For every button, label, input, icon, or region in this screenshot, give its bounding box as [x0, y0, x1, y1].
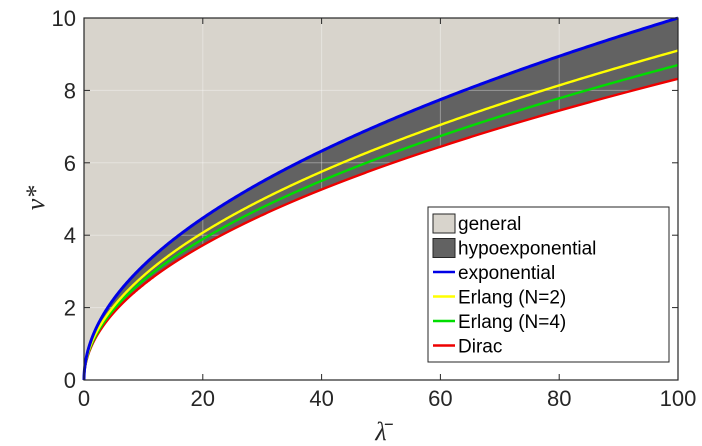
legend-swatch-general — [433, 214, 455, 233]
legend-label-erlang-n-4: Erlang (N=4) — [458, 312, 566, 333]
y-axis-label: v* — [21, 186, 50, 211]
legend-swatch-hypoexponential — [433, 239, 455, 258]
legend: general hypoexponential exponential Erlang … — [428, 207, 669, 362]
x-tick-label: 60 — [428, 386, 452, 411]
x-tick-label: 20 — [191, 386, 215, 411]
y-tick-label: 0 — [64, 368, 76, 393]
legend-label-hypoexponential: hypoexponential — [458, 239, 596, 260]
x-tick-label: 0 — [78, 386, 90, 411]
legend-label-dirac: Dirac — [458, 337, 502, 358]
y-tick-label: 2 — [64, 296, 76, 321]
y-tick-label: 10 — [52, 6, 76, 31]
y-tick-label: 6 — [64, 151, 76, 176]
legend-label-general: general — [458, 214, 521, 235]
y-tick-label: 4 — [64, 223, 76, 248]
y-tick-label: 8 — [64, 78, 76, 103]
legend-label-exponential: exponential — [458, 263, 555, 284]
legend-label-erlang-n-2: Erlang (N=2) — [458, 288, 566, 309]
x-tick-label: 100 — [660, 386, 697, 411]
x-tick-label: 80 — [547, 386, 571, 411]
x-axis-label: λ̄ — [374, 417, 393, 446]
x-tick-label: 40 — [309, 386, 333, 411]
